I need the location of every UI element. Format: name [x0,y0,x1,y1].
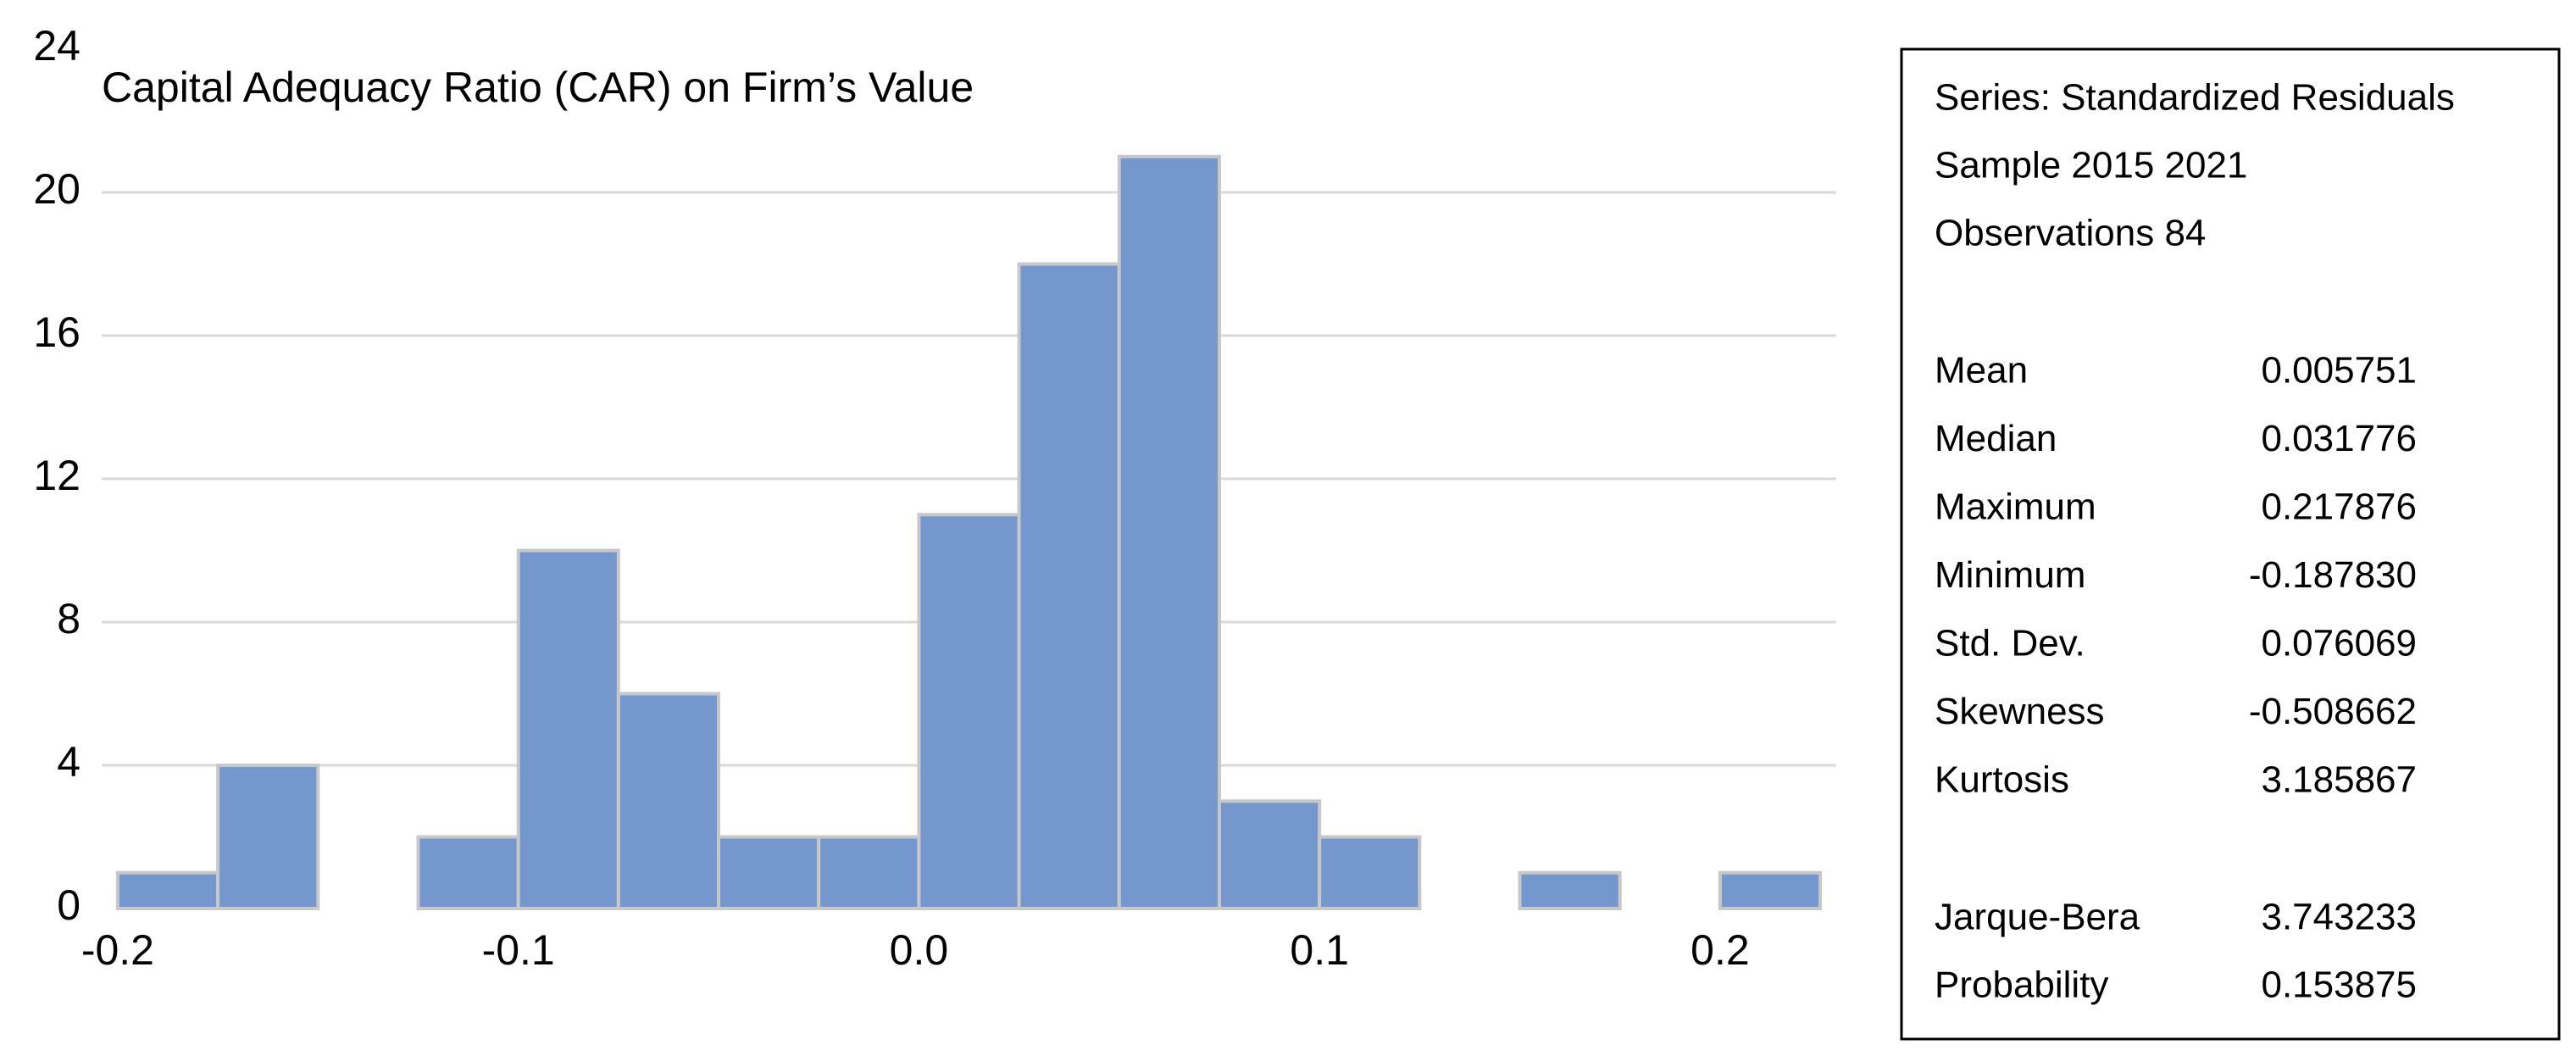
stats-header: Sample 2015 2021 [1935,145,2247,186]
x-tick-label: 0.0 [890,926,949,974]
x-tick-label: -0.1 [482,926,555,974]
stats-label: Jarque-Bera [1935,897,2140,938]
bar [115,870,220,910]
stats-value: 0.076069 [2261,623,2417,664]
bar [1017,262,1121,910]
stats-box [1900,47,2561,1041]
bar [817,835,921,910]
stats-value: -0.508662 [2249,691,2417,732]
y-tick-label: 0 [57,881,80,929]
bar [1217,799,1322,910]
x-tick-label: -0.2 [81,926,154,974]
stats-value: -0.187830 [2249,554,2417,596]
y-tick-label: 4 [57,738,80,786]
stats-value: 3.185867 [2261,759,2417,801]
bar [1518,870,1622,910]
bar [717,835,821,910]
stats-header: Observations 84 [1935,213,2206,254]
stats-label: Skewness [1935,691,2105,732]
stats-header: Series: Standardized Residuals [1935,77,2455,119]
bar [616,692,721,910]
bar [1718,870,1823,910]
stats-label: Maximum [1935,486,2096,528]
bar [216,764,320,910]
stats-label: Minimum [1935,554,2085,596]
y-tick-label: 20 [33,165,80,213]
bar [1318,835,1422,910]
stats-label: Mean [1935,350,2028,392]
y-tick-label: 8 [57,595,80,642]
stats-label: Std. Dev. [1935,623,2085,664]
stats-value: 0.005751 [2261,350,2417,392]
bar [416,835,520,910]
stats-value: 0.153875 [2261,964,2417,1006]
x-tick-label: 0.2 [1690,926,1750,974]
chart-title: Capital Adequacy Ratio (CAR) on Firm’s V… [102,64,974,111]
y-tick-label: 24 [33,22,80,69]
stats-value: 3.743233 [2261,897,2417,938]
stats-value: 0.031776 [2261,418,2417,459]
x-tick-label: 0.1 [1290,926,1349,974]
y-tick-label: 12 [33,452,80,499]
bar [917,513,1021,910]
stats-value: 0.217876 [2261,486,2417,528]
stats-label: Probability [1935,964,2108,1006]
bar [516,548,620,910]
stats-label: Median [1935,418,2057,459]
stats-label: Kurtosis [1935,759,2069,801]
bar [1117,154,1221,910]
y-tick-label: 16 [33,308,80,356]
